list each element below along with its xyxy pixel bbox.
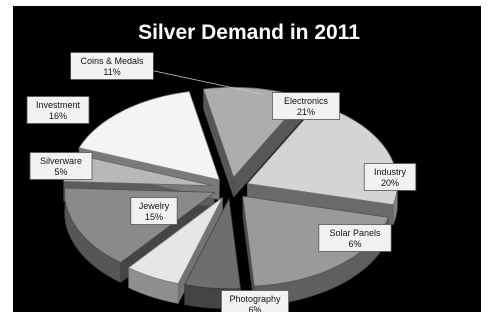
slice-percent-label: 20% [381, 178, 399, 188]
slice-name-label: Industry [374, 167, 407, 177]
slice-name-label: Photography [229, 294, 281, 304]
data-label-box [363, 163, 417, 191]
data-label-box [318, 224, 392, 252]
slice-percent-label: 21% [297, 107, 315, 117]
slice-name-label: Investment [36, 100, 81, 110]
slice-investment [78, 91, 220, 181]
slice-percent-label: 6% [248, 305, 261, 312]
data-label-box [26, 96, 90, 124]
data-label-box [29, 152, 93, 180]
slice-percent-label: 15% [145, 212, 163, 222]
slice-name-label: Jewelry [139, 201, 170, 211]
data-label-box [220, 290, 289, 312]
chart-frame: Silver Demand in 2011 Electronics 21% Indu… [13, 6, 481, 312]
slice-name-label: Solar Panels [329, 228, 381, 238]
slice-name-label: Coins & Medals [80, 56, 144, 66]
slice-photography [127, 197, 223, 284]
data-label-box [70, 52, 154, 80]
slice-name-label: Silverware [40, 156, 82, 166]
data-label-box [130, 197, 178, 225]
slice-percent-label: 16% [49, 111, 67, 121]
slice-percent-label: 11% [103, 67, 120, 77]
leader-line-coins-medals [144, 68, 264, 95]
data-label-box [271, 92, 340, 120]
slice-solar-panels [183, 197, 241, 290]
slice-percent-label: 5% [54, 167, 67, 177]
chart-title: Silver Demand in 2011 [138, 21, 360, 44]
slice-percent-label: 6% [348, 239, 361, 249]
slice-name-label: Electronics [284, 96, 329, 106]
